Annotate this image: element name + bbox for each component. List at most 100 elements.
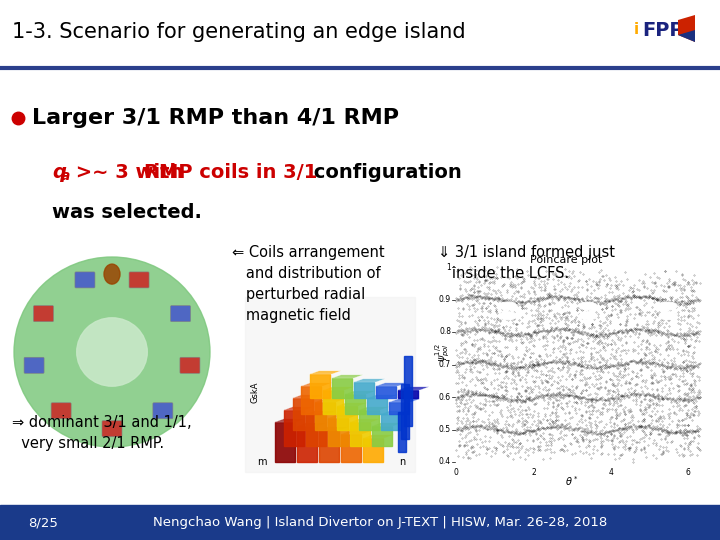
Bar [245, 297, 415, 472]
Bar [628, 7, 712, 65]
Text: ⇐ Coils arrangement
   and distribution of
   perturbed radial
   magnetic field: ⇐ Coils arrangement and distribution of … [232, 245, 384, 323]
Ellipse shape [104, 264, 120, 284]
Bar [404, 356, 412, 427]
Text: 0.8: 0.8 [439, 327, 451, 336]
Bar [284, 410, 304, 446]
Bar [367, 398, 387, 414]
Text: $\psi_{pol}^{1/2}$: $\psi_{pol}^{1/2}$ [433, 343, 451, 362]
Polygon shape [310, 371, 341, 374]
Polygon shape [319, 427, 350, 430]
Polygon shape [341, 431, 372, 434]
Bar [363, 438, 383, 462]
Text: n: n [399, 457, 405, 467]
Text: 6: 6 [686, 468, 690, 477]
Bar [376, 386, 396, 398]
FancyBboxPatch shape [180, 357, 200, 373]
Text: 0.5: 0.5 [439, 425, 451, 434]
Ellipse shape [77, 318, 148, 386]
Ellipse shape [659, 312, 677, 320]
Bar [354, 382, 374, 398]
Polygon shape [332, 375, 363, 378]
Polygon shape [678, 15, 695, 42]
Polygon shape [376, 383, 407, 386]
Polygon shape [328, 415, 359, 418]
Polygon shape [284, 407, 315, 410]
Ellipse shape [499, 312, 517, 320]
Bar [0, 505, 720, 540]
Bar [306, 414, 325, 446]
Bar [398, 412, 406, 452]
FancyBboxPatch shape [75, 272, 95, 288]
Ellipse shape [579, 312, 597, 320]
Text: FPP: FPP [642, 21, 683, 39]
Polygon shape [337, 403, 367, 406]
Bar [359, 410, 379, 430]
Polygon shape [292, 395, 323, 398]
Text: ⇒ dominant 3/1 and 1/1,
  very small 2/1 RMP.: ⇒ dominant 3/1 and 1/1, very small 2/1 R… [12, 415, 192, 451]
Polygon shape [398, 387, 429, 390]
Text: configuration: configuration [307, 163, 462, 181]
Bar [310, 374, 330, 398]
Polygon shape [275, 419, 306, 422]
FancyBboxPatch shape [51, 403, 71, 418]
Text: 2: 2 [531, 468, 536, 477]
Text: >∼ 3 with: >∼ 3 with [69, 163, 190, 181]
FancyBboxPatch shape [171, 306, 191, 322]
Bar [332, 378, 352, 398]
Text: 0: 0 [454, 468, 459, 477]
Bar [337, 406, 356, 430]
Text: m: m [257, 457, 266, 467]
Polygon shape [390, 399, 420, 402]
Polygon shape [678, 30, 695, 42]
Text: 0.9: 0.9 [439, 295, 451, 304]
Text: q: q [52, 163, 66, 181]
Bar [275, 422, 295, 462]
Polygon shape [367, 395, 398, 398]
Bar [328, 418, 348, 446]
Polygon shape [302, 383, 332, 386]
Bar [0, 68, 720, 505]
Bar [372, 426, 392, 446]
Text: 0.7: 0.7 [439, 360, 451, 369]
Text: Larger 3/1 RMP than 4/1 RMP: Larger 3/1 RMP than 4/1 RMP [32, 108, 399, 128]
Text: a: a [61, 169, 71, 183]
Polygon shape [323, 387, 354, 390]
Text: $\theta^*$: $\theta^*$ [565, 474, 578, 488]
Bar [398, 390, 418, 398]
Bar [302, 386, 321, 414]
Ellipse shape [499, 302, 517, 310]
Ellipse shape [659, 302, 677, 310]
Text: 1-3. Scenario for generating an edge island: 1-3. Scenario for generating an edge isl… [12, 22, 466, 42]
Polygon shape [354, 379, 385, 382]
Ellipse shape [14, 257, 210, 447]
Polygon shape [381, 411, 411, 414]
Bar [428, 245, 705, 480]
FancyBboxPatch shape [33, 306, 53, 322]
Bar [350, 422, 370, 446]
Text: was selected.: was selected. [52, 202, 202, 221]
Polygon shape [350, 419, 381, 422]
Bar [390, 402, 410, 414]
Bar [297, 426, 317, 462]
Text: Poincare plot: Poincare plot [531, 255, 603, 265]
Polygon shape [297, 423, 328, 426]
Text: GskA: GskA [250, 381, 259, 403]
Text: RMP coils in 3/1: RMP coils in 3/1 [144, 163, 318, 181]
Bar [453, 265, 700, 465]
Text: 4: 4 [608, 468, 613, 477]
Polygon shape [315, 399, 346, 402]
Bar [292, 398, 312, 430]
Bar [346, 394, 365, 414]
FancyBboxPatch shape [129, 272, 149, 288]
Text: 0.4: 0.4 [439, 457, 451, 467]
Ellipse shape [579, 302, 597, 310]
Bar [315, 402, 335, 430]
Text: 0.6: 0.6 [439, 393, 451, 402]
Bar [319, 430, 339, 462]
Polygon shape [363, 435, 394, 438]
Bar [323, 390, 343, 414]
Bar [401, 384, 409, 439]
Bar [381, 414, 400, 430]
Polygon shape [346, 391, 376, 394]
Text: i: i [634, 23, 639, 37]
